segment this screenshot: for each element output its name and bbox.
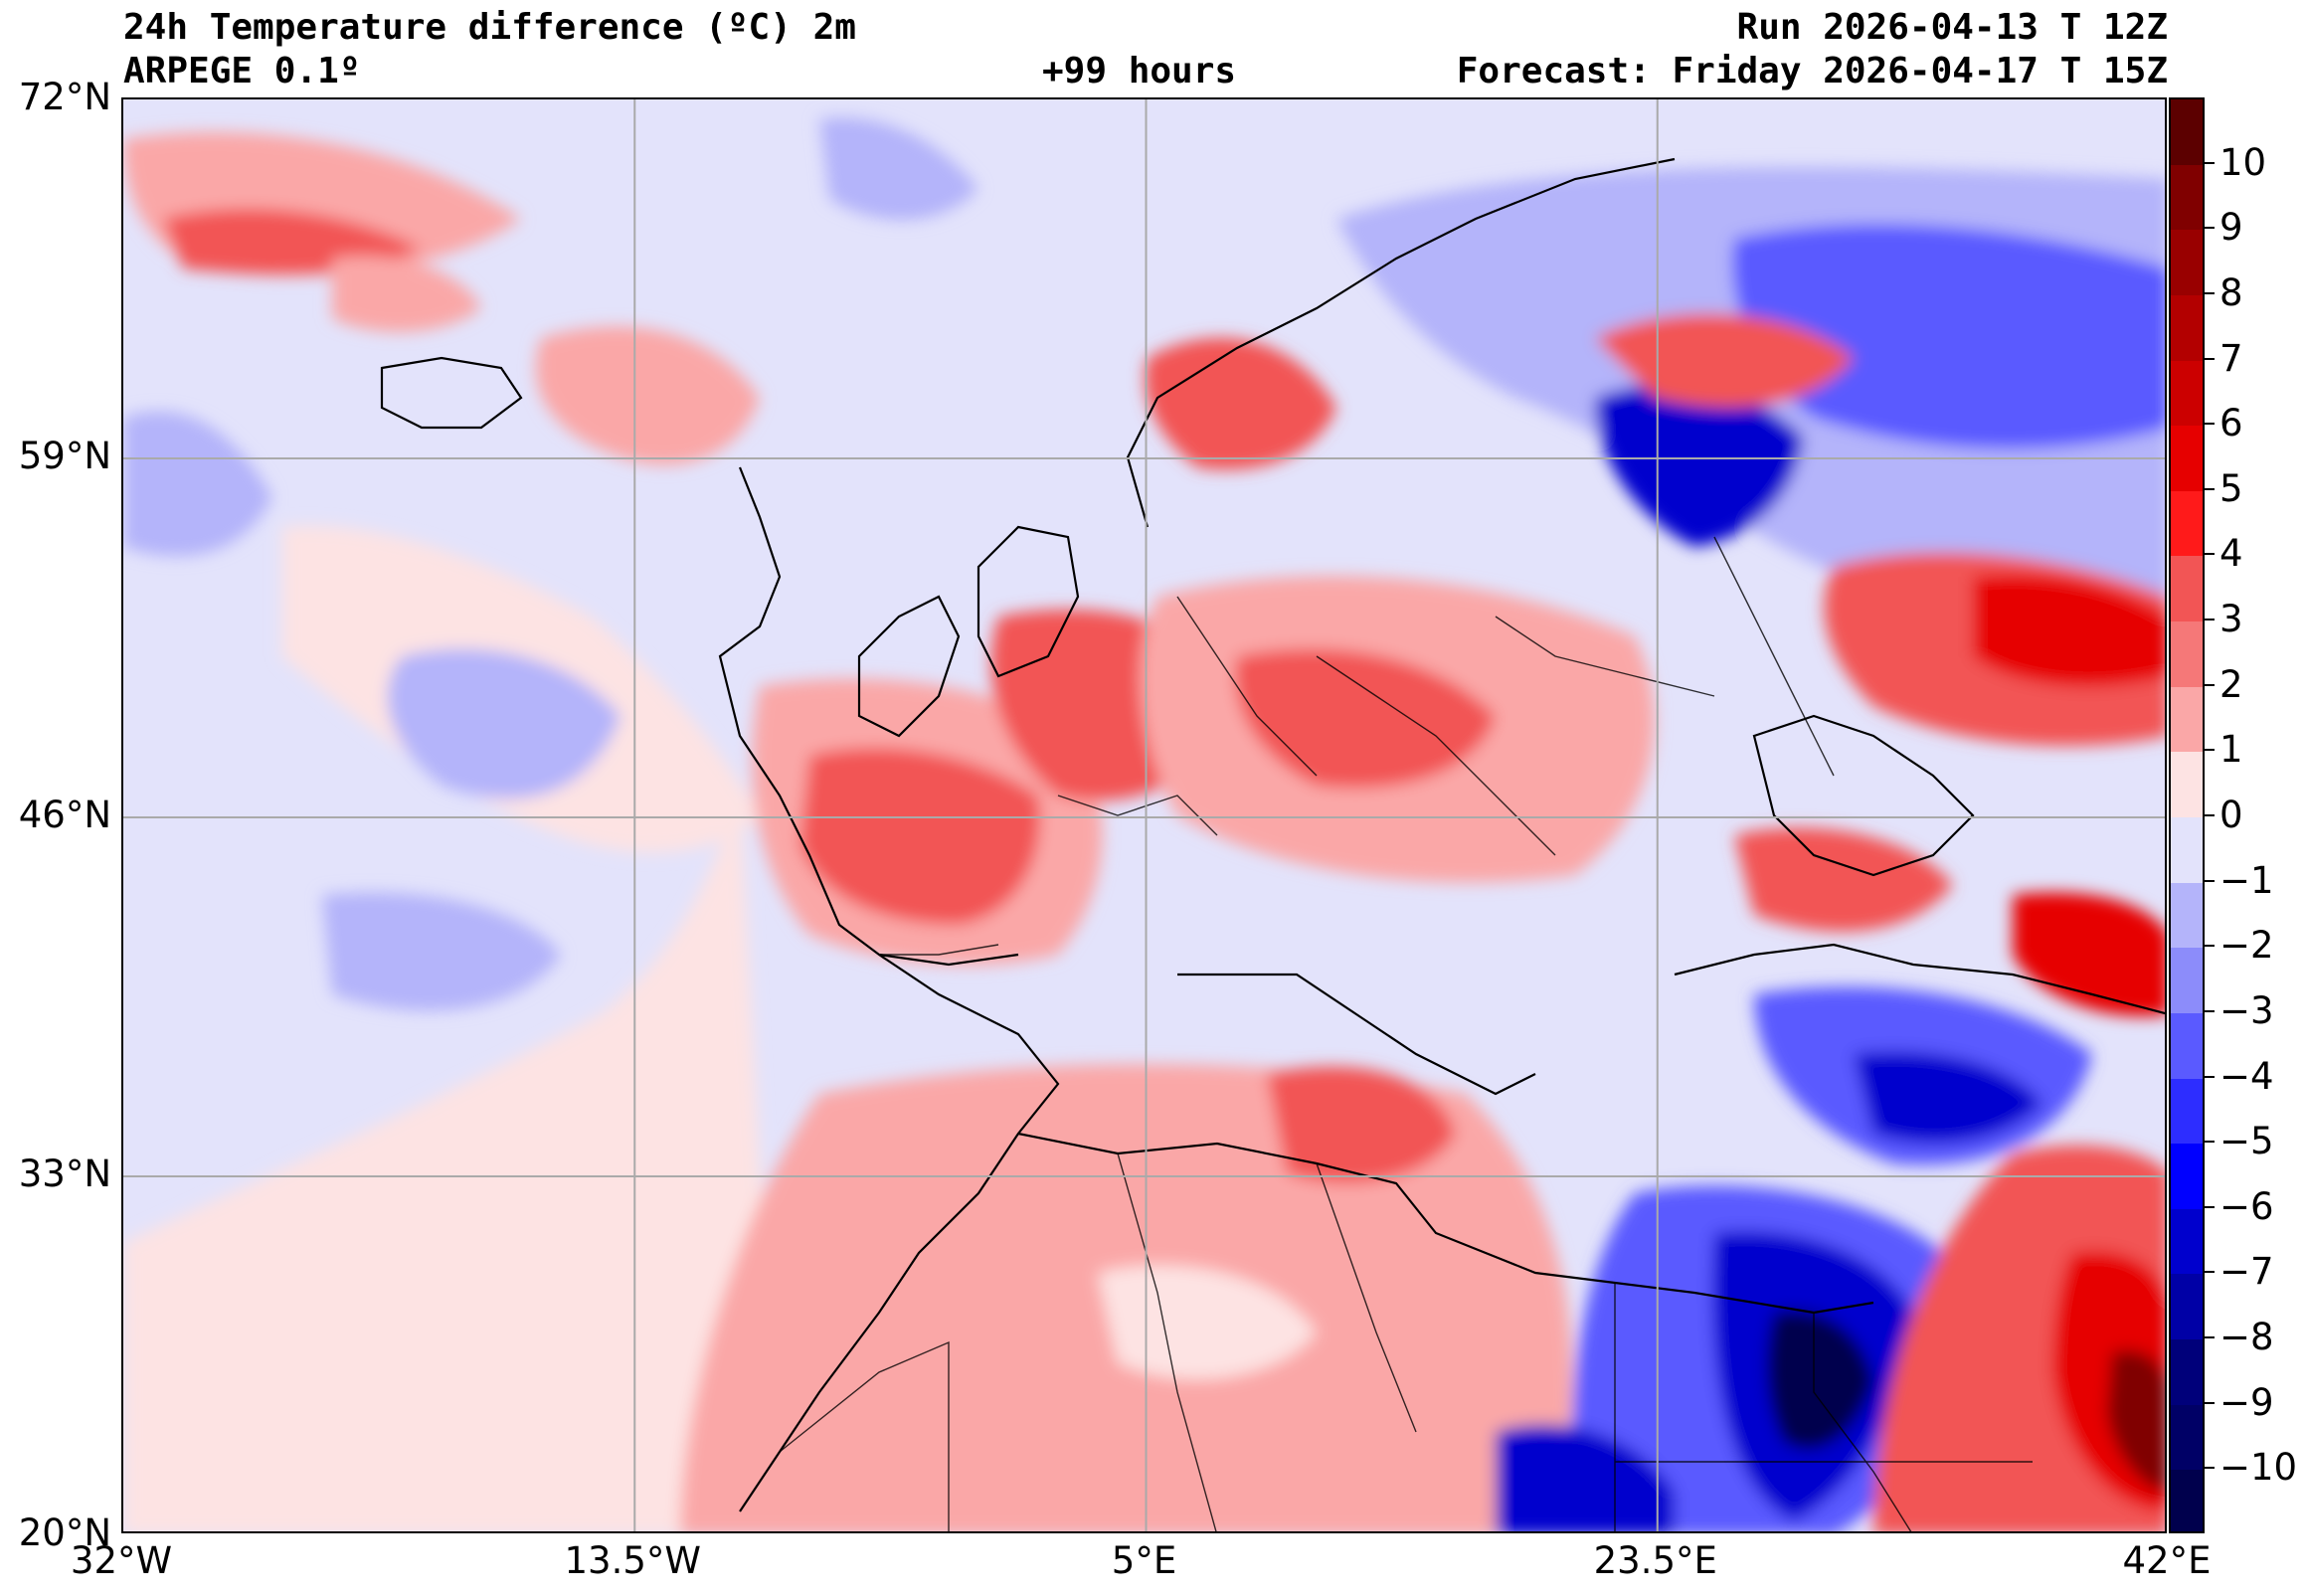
colorbar-tick-label: 2 (2219, 662, 2243, 706)
colorbar-tick-label: 0 (2219, 794, 2243, 836)
temperature-map (121, 97, 2167, 1533)
colorbar-tick-label: −3 (2219, 988, 2274, 1032)
colorbar-tick-label: 5 (2219, 466, 2243, 510)
colorbar-tick-label: 1 (2219, 728, 2243, 772)
colorbar-tick-label: 8 (2219, 270, 2243, 314)
chart-title: 24h Temperature difference (ºC) 2m (123, 7, 856, 48)
lat-tick-label: 20°N (18, 1511, 111, 1554)
lat-tick-label: 33°N (18, 1153, 111, 1195)
colorbar-segment (2171, 1208, 2203, 1275)
colorbar-tick (2205, 749, 2215, 752)
colorbar-segment (2171, 1078, 2203, 1145)
colorbar-segment (2171, 621, 2203, 688)
colorbar-segment (2171, 1470, 2203, 1531)
colorbar-tick (2205, 814, 2215, 816)
colorbar-tick-label: −1 (2219, 858, 2274, 902)
lead-time-label: +99 hours (1042, 51, 1237, 91)
colorbar-tick-label: −6 (2219, 1184, 2274, 1228)
colorbar-segment (2171, 426, 2203, 492)
colorbar-tick-label: 7 (2219, 336, 2243, 380)
borders (779, 536, 2033, 1531)
colorbar-tick-label: 10 (2219, 140, 2267, 184)
lat-tick-label: 46°N (18, 794, 111, 836)
colorbar (2169, 97, 2205, 1533)
coastlines (380, 157, 2165, 1512)
colorbar-segment (2171, 164, 2203, 231)
colorbar-tick-label: −10 (2219, 1446, 2298, 1490)
colorbar-tick (2205, 553, 2215, 556)
colorbar-tick (2205, 619, 2215, 621)
lon-tick-label: 13.5°W (564, 1539, 701, 1582)
lon-tick-label: 42°E (2122, 1539, 2212, 1582)
colorbar-segment (2171, 1404, 2203, 1471)
colorbar-tick (2205, 1205, 2215, 1208)
colorbar-tick (2205, 1075, 2215, 1078)
lat-tick-label: 72°N (18, 76, 111, 118)
colorbar-tick-label: −2 (2219, 924, 2274, 968)
colorbar-tick (2205, 1336, 2215, 1339)
colorbar-tick (2205, 227, 2215, 230)
colorbar-tick-label: −8 (2219, 1316, 2274, 1359)
colorbar-segment (2171, 1012, 2203, 1080)
colorbar-segment (2171, 230, 2203, 296)
colorbar-tick (2205, 1467, 2215, 1470)
colorbar-tick-label: −5 (2219, 1120, 2274, 1163)
lon-tick-label: 32°W (70, 1539, 173, 1582)
colorbar-tick (2205, 1401, 2215, 1404)
colorbar-tick-label: 3 (2219, 598, 2243, 641)
lon-tick-label: 5°E (1111, 1539, 1177, 1582)
gridlines (123, 99, 2165, 1531)
colorbar-tick (2205, 879, 2215, 882)
model-label: ARPEGE 0.1º (123, 51, 361, 91)
colorbar-tick-label: 6 (2219, 402, 2243, 445)
colorbar-tick (2205, 1271, 2215, 1274)
colorbar-segment (2171, 686, 2203, 753)
colorbar-tick (2205, 1009, 2215, 1012)
colorbar-tick-label: −4 (2219, 1054, 2274, 1098)
colorbar-tick (2205, 161, 2215, 164)
colorbar-tick-label: −9 (2219, 1380, 2274, 1424)
map-canvas (123, 99, 2165, 1531)
colorbar-tick-label: 4 (2219, 532, 2243, 576)
colorbar-tick (2205, 357, 2215, 360)
lat-tick-label: 59°N (18, 435, 111, 477)
colorbar-segment (2171, 948, 2203, 1014)
forecast-label: Forecast: Friday 2026-04-17 T 15Z (1456, 51, 2168, 91)
colorbar-segment (2171, 1274, 2203, 1340)
colorbar-tick (2205, 487, 2215, 490)
colorbar-segment (2171, 294, 2203, 362)
colorbar-tick-label: −7 (2219, 1250, 2274, 1294)
colorbar-tick (2205, 945, 2215, 948)
colorbar-segment (2171, 360, 2203, 427)
colorbar-segment (2171, 1339, 2203, 1406)
colorbar-segment (2171, 490, 2203, 557)
field-layer (123, 117, 2165, 1531)
colorbar-segment (2171, 1144, 2203, 1210)
colorbar-segment (2171, 882, 2203, 949)
colorbar-tick (2205, 423, 2215, 426)
colorbar-tick (2205, 1141, 2215, 1144)
lon-tick-label: 23.5°E (1593, 1539, 1717, 1582)
run-label: Run 2026-04-13 T 12Z (1736, 7, 2168, 48)
colorbar-tick (2205, 683, 2215, 686)
colorbar-segment (2171, 99, 2203, 166)
colorbar-segment (2171, 752, 2203, 818)
colorbar-tick-label: 9 (2219, 206, 2243, 250)
colorbar-tick (2205, 291, 2215, 294)
colorbar-segment (2171, 817, 2203, 884)
colorbar-segment (2171, 556, 2203, 622)
